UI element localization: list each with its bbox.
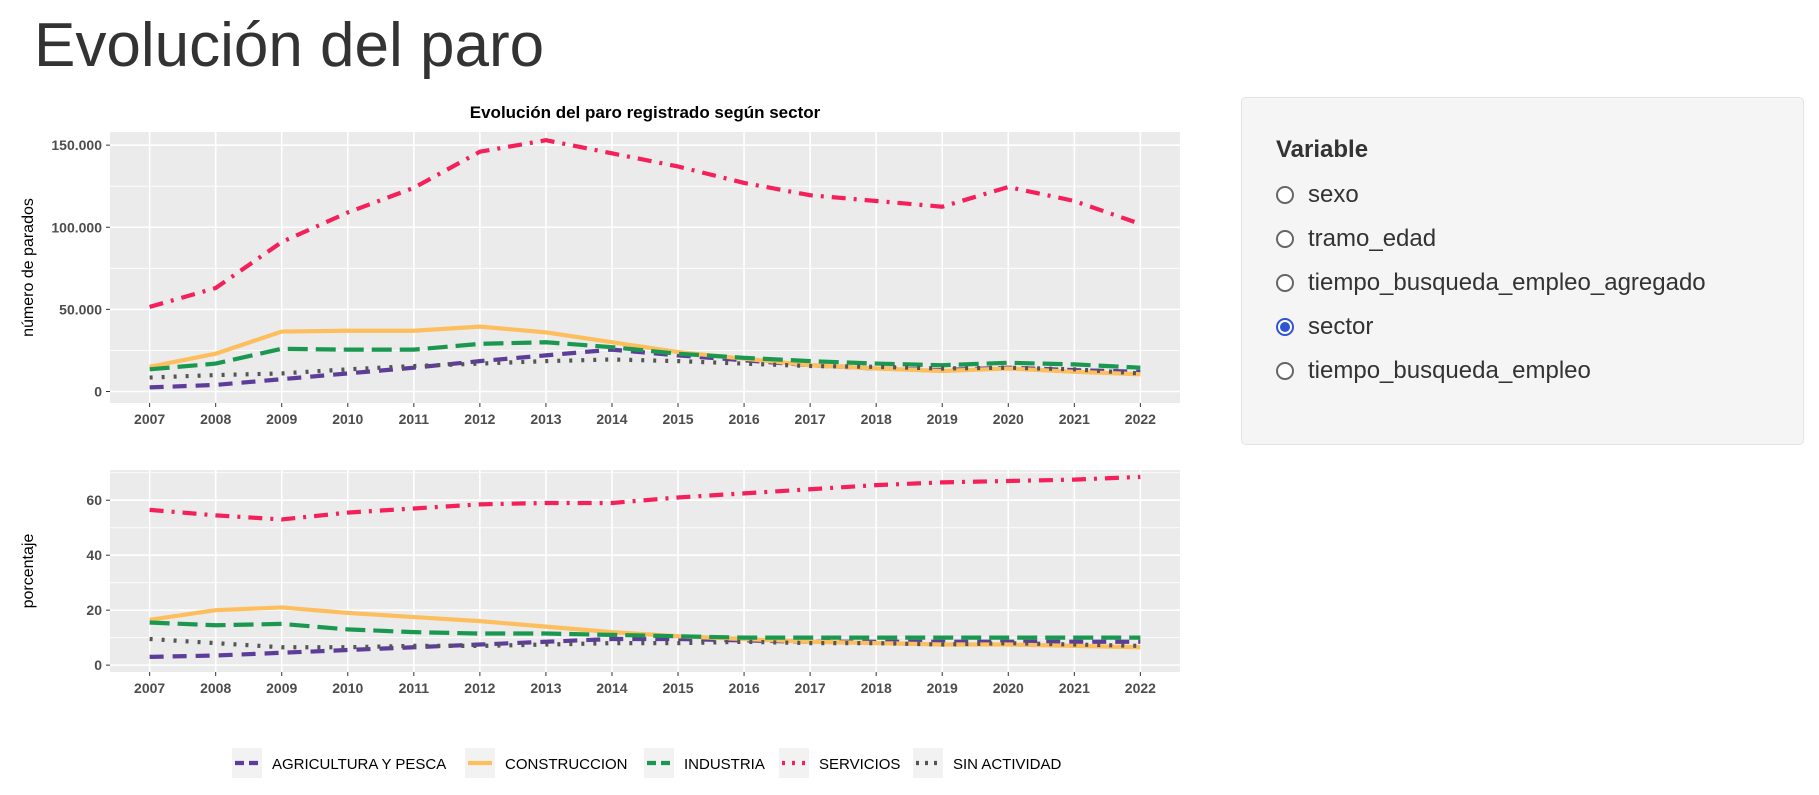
radio-label-tiempo-busqueda-empleo: tiempo_busqueda_empleo: [1308, 357, 1591, 384]
y-tick-label: 150.000: [51, 137, 102, 153]
series-line-agricultura-y-pesca: [149, 347, 1141, 390]
x-tick-label: 2022: [1125, 411, 1156, 427]
variable-panel: Variable sexo tramo_edad tiempo_busqueda…: [1241, 97, 1804, 445]
radio-tiempo-busqueda-empleo[interactable]: [1276, 362, 1294, 380]
x-tick-label: 2008: [200, 680, 231, 696]
y-tick-label: 0: [94, 384, 102, 400]
y-tick-label: 0: [94, 657, 102, 673]
y-tick-label: 50.000: [59, 301, 102, 317]
x-tick-label: 2010: [332, 680, 363, 696]
x-tick-label: 2013: [530, 680, 561, 696]
series-line-construccion: [149, 324, 1141, 377]
legend-item: SERVICIOS: [779, 748, 900, 778]
legend: AGRICULTURA Y PESCA CONSTRUCCION INDUSTRIA…: [232, 748, 1062, 778]
radio-tiempo-busqueda-empleo-agregado[interactable]: [1276, 274, 1294, 292]
radio-sexo[interactable]: [1276, 186, 1294, 204]
legend-label: CONSTRUCCION: [505, 756, 628, 773]
x-tick-label: 2008: [200, 411, 231, 427]
x-tick-label: 2014: [596, 411, 627, 427]
x-tick-label: 2019: [927, 680, 958, 696]
x-tick-label: 2018: [861, 411, 892, 427]
radio-option-tramo-edad[interactable]: tramo_edad: [1276, 225, 1436, 253]
radio-option-sexo[interactable]: sexo: [1276, 181, 1359, 209]
radio-option-tiempo-busqueda-empleo-agregado[interactable]: tiempo_busqueda_empleo_agregado: [1276, 269, 1706, 297]
legend-label: SIN ACTIVIDAD: [953, 756, 1062, 773]
legend-label: INDUSTRIA: [684, 756, 765, 773]
series-line-servicios: [149, 138, 1142, 309]
series-line-agricultura-y-pesca: [149, 636, 1141, 659]
x-tick-label: 2011: [399, 411, 430, 427]
legend-item: SIN ACTIVIDAD: [913, 748, 1062, 778]
x-tick-label: 2012: [464, 411, 495, 427]
x-tick-label: 2007: [134, 680, 165, 696]
radio-sector[interactable]: [1276, 318, 1294, 336]
x-tick-label: 2020: [993, 680, 1024, 696]
x-tick-label: 2014: [596, 680, 627, 696]
chart-panel-1: 0 50.000 100.000 150.000 2007 2008 2009 2010 201…: [20, 103, 1180, 427]
y-tick-label: 60: [86, 492, 102, 508]
charts-svg: 0 50.000 100.000 150.000 2007 2008 2009 2010 201…: [20, 103, 1180, 778]
radio-option-tiempo-busqueda-empleo[interactable]: tiempo_busqueda_empleo: [1276, 357, 1591, 385]
y-tick-label: 40: [86, 547, 102, 563]
x-tick-label: 2009: [266, 680, 297, 696]
x-tick-label: 2009: [266, 411, 297, 427]
x-tick-label: 2013: [530, 411, 561, 427]
legend-item: INDUSTRIA: [644, 748, 765, 778]
radio-label-sexo: sexo: [1308, 181, 1359, 208]
x-tick-label: 2017: [795, 411, 826, 427]
x-tick-label: 2021: [1059, 411, 1090, 427]
x-tick-label: 2012: [464, 680, 495, 696]
series-line-industria: [149, 340, 1141, 372]
x-tick-label: 2022: [1125, 680, 1156, 696]
x-tick-label: 2019: [927, 411, 958, 427]
y-tick-label: 100.000: [51, 219, 102, 235]
chart-area: 0 50.000 100.000 150.000 2007 2008 2009 2010 201…: [0, 90, 1190, 795]
legend-item: AGRICULTURA Y PESCA: [232, 748, 446, 778]
x-tick-label: 2018: [861, 680, 892, 696]
y-axis-label: número de parados: [20, 198, 37, 337]
x-tick-label: 2010: [332, 411, 363, 427]
y-axis-label: porcentaje: [20, 534, 37, 609]
x-tick-label: 2015: [662, 680, 693, 696]
chart-title: Evolución del paro registrado según sect…: [470, 103, 821, 122]
x-tick-label: 2017: [795, 680, 826, 696]
radio-option-sector[interactable]: sector: [1276, 313, 1373, 341]
legend-label: AGRICULTURA Y PESCA: [272, 756, 446, 773]
y-tick-label: 20: [86, 602, 102, 618]
x-tick-label: 2016: [728, 680, 759, 696]
x-tick-label: 2016: [728, 411, 759, 427]
x-tick-label: 2011: [399, 680, 430, 696]
variable-label: Variable: [1276, 136, 1369, 163]
legend-item: CONSTRUCCION: [465, 748, 628, 778]
x-tick-label: 2020: [993, 411, 1024, 427]
series-line-servicios: [149, 474, 1141, 522]
radio-label-sector: sector: [1308, 313, 1374, 340]
series-line-industria: [149, 620, 1141, 640]
x-tick-label: 2007: [134, 411, 165, 427]
page-title: Evolución del paro: [34, 11, 545, 80]
legend-label: SERVICIOS: [819, 756, 900, 773]
radio-tramo-edad[interactable]: [1276, 230, 1294, 248]
x-tick-label: 2015: [662, 411, 693, 427]
plot-background: [110, 132, 1180, 403]
x-tick-label: 2021: [1059, 680, 1090, 696]
chart-panel-2: 0 20 40 60 2007 2008 2009 2010 2011 2012 2013 2014 2…: [20, 470, 1180, 696]
radio-label-tramo-edad: tramo_edad: [1308, 225, 1437, 252]
radio-label-tiempo-busqueda-empleo-agregado: tiempo_busqueda_empleo_agregado: [1308, 269, 1706, 296]
